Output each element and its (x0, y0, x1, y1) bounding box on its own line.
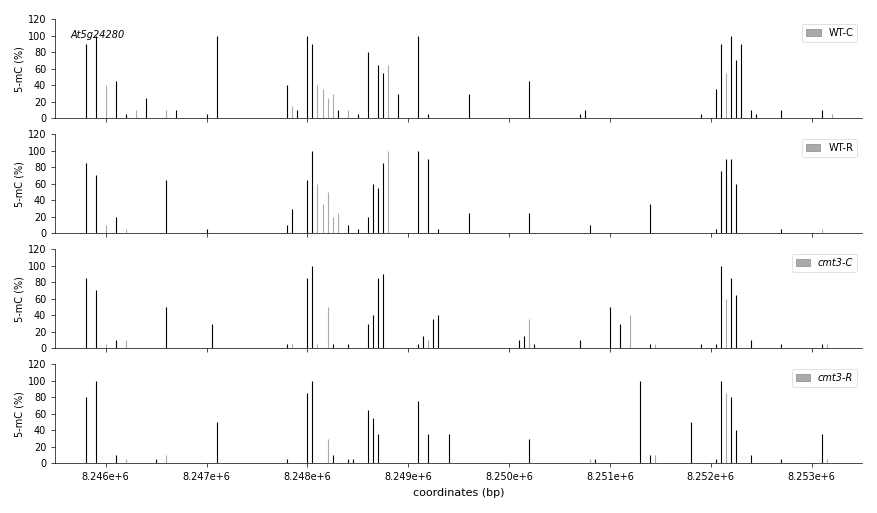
Legend: WT-C: WT-C (802, 24, 857, 42)
Legend: cmt3-C: cmt3-C (792, 254, 857, 271)
Text: At5g24280: At5g24280 (70, 30, 125, 40)
Legend: cmt3-R: cmt3-R (792, 369, 857, 387)
X-axis label: coordinates (bp): coordinates (bp) (413, 488, 504, 498)
Y-axis label: 5-mC (%): 5-mC (%) (15, 276, 25, 322)
Legend: WT-R: WT-R (802, 139, 857, 156)
Y-axis label: 5-mC (%): 5-mC (%) (15, 391, 25, 437)
Y-axis label: 5-mC (%): 5-mC (%) (15, 46, 25, 92)
Y-axis label: 5-mC (%): 5-mC (%) (15, 161, 25, 207)
